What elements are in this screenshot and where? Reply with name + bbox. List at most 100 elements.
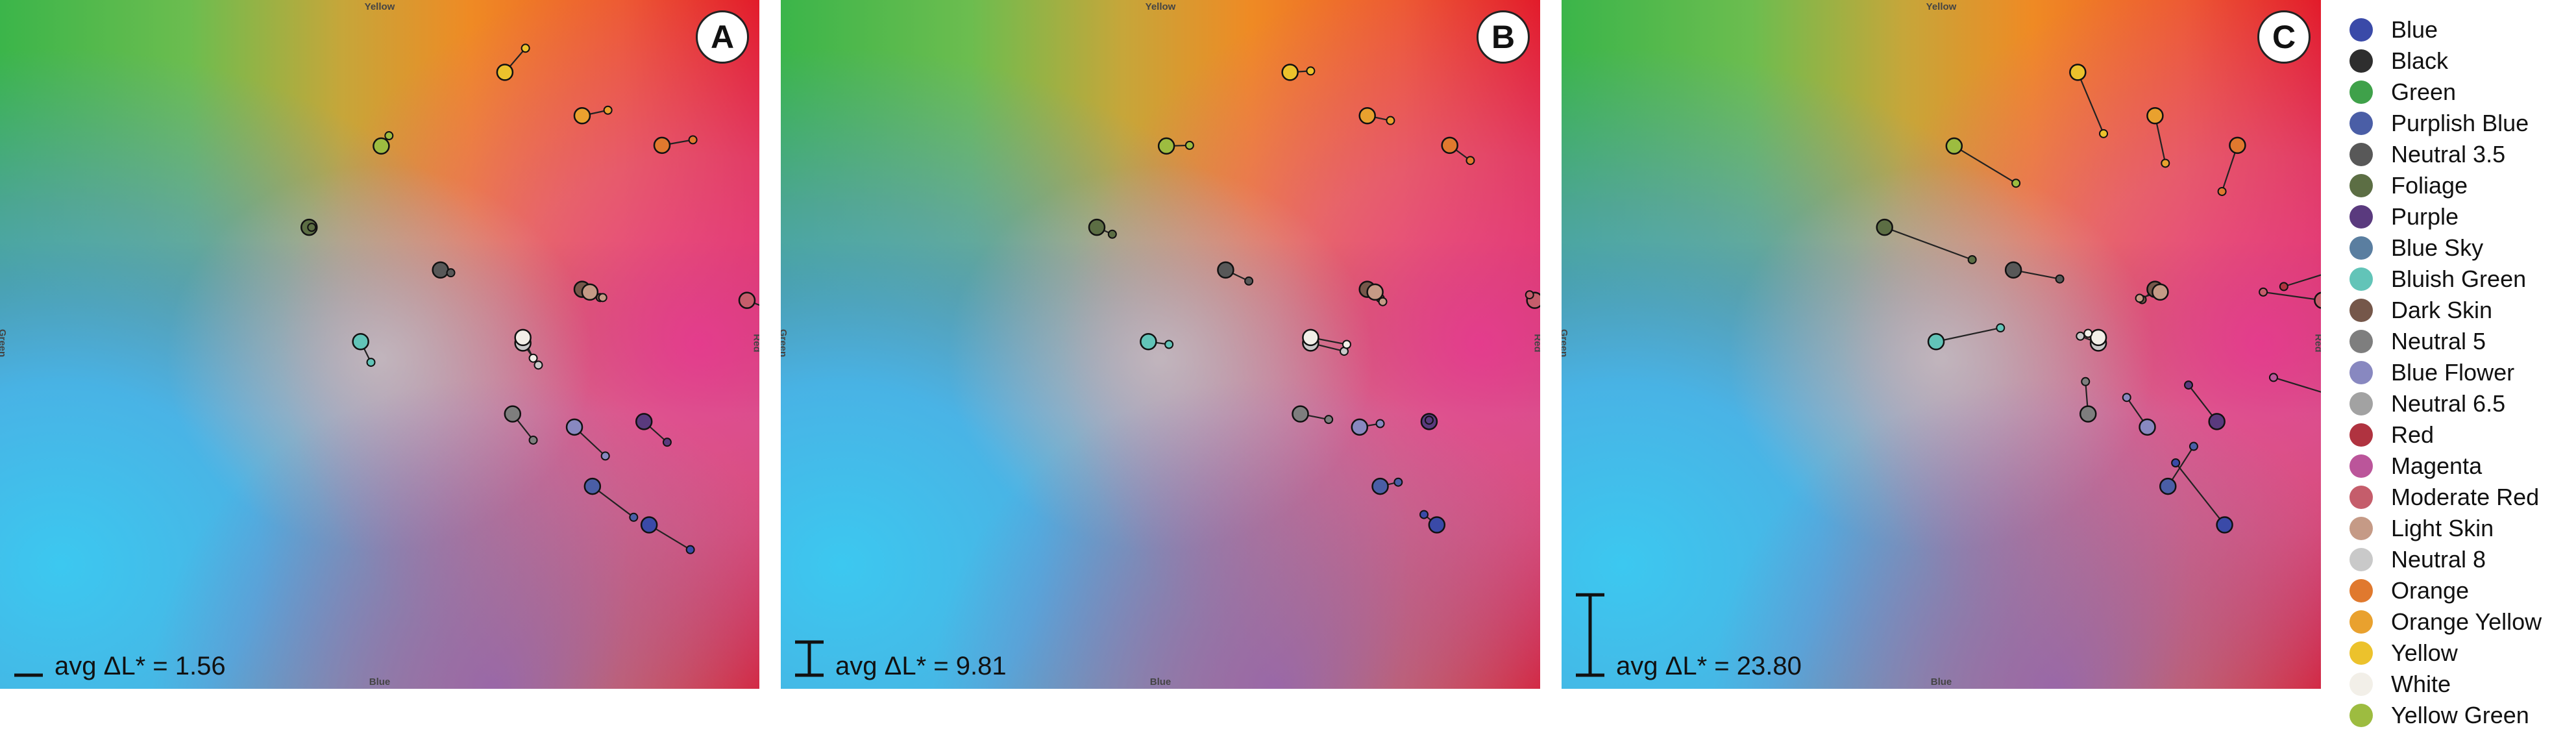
legend-swatch	[2349, 174, 2373, 197]
panel-label: C	[2257, 10, 2311, 64]
dl-scale-bar	[795, 640, 824, 677]
legend-swatch	[2349, 704, 2373, 727]
point-shifted-neutral-3-5	[1244, 276, 1254, 286]
point-reference-blue	[2216, 516, 2233, 534]
point-reference-light-skin	[581, 283, 599, 301]
legend-item-neutral-8: Neutral 8	[2349, 544, 2576, 575]
axis-label-right: Red	[1532, 334, 1540, 353]
point-reference-bluish-green	[1140, 333, 1157, 351]
legend-label: Dark Skin	[2391, 297, 2493, 323]
point-shifted-moderate-red	[1525, 290, 1534, 300]
point-shifted-neutral-3-5	[2055, 274, 2065, 284]
legend-label: Green	[2391, 79, 2457, 105]
point-shifted-blue	[1419, 510, 1429, 519]
legend-item-foliage: Foliage	[2349, 170, 2576, 201]
point-shifted-neutral-5	[1324, 415, 1334, 425]
panel-label: A	[696, 10, 749, 64]
point-shifted-orange	[2217, 186, 2227, 196]
point-shifted-light-skin	[2135, 293, 2144, 303]
point-shifted-yellow	[521, 43, 530, 53]
legend-label: Foliage	[2391, 172, 2468, 199]
point-shifted-blue	[2171, 458, 2181, 467]
point-reference-neutral-3-5	[432, 261, 449, 279]
shift-line-blue	[2175, 462, 2226, 526]
point-shifted-foliage	[1107, 229, 1117, 239]
legend-swatch	[2349, 112, 2373, 135]
point-reference-orange-yellow	[1358, 106, 1376, 125]
point-reference-neutral-3-5	[2004, 261, 2022, 279]
legend-label: Magenta	[2391, 452, 2483, 479]
point-reference-orange-yellow	[2146, 106, 2164, 125]
point-shifted-yellow-green	[2011, 179, 2021, 188]
shift-line-moderate-red	[2263, 291, 2321, 301]
legend-swatch	[2349, 18, 2373, 42]
axis-label-right: Red	[2312, 334, 2321, 353]
point-shifted-white	[1342, 340, 1351, 349]
point-shifted-neutral-5	[528, 435, 538, 445]
legend-item-light-skin: Light Skin	[2349, 513, 2576, 544]
axis-label-top: Yellow	[1926, 1, 1957, 12]
point-reference-neutral-5	[504, 405, 522, 423]
shift-line-bluish-green	[1935, 327, 2001, 343]
legend-item-bluish-green: Bluish Green	[2349, 264, 2576, 295]
point-reference-bluish-green	[352, 333, 369, 351]
point-reference-foliage	[1088, 218, 1106, 236]
legend-label: Neutral 8	[2391, 546, 2486, 573]
point-shifted-magenta	[2268, 373, 2278, 382]
legend-swatch	[2349, 330, 2373, 353]
point-shifted-white	[2083, 328, 2093, 338]
dl-scale-bar	[1576, 593, 1604, 677]
legend-item-purplish-blue: Purplish Blue	[2349, 108, 2576, 139]
point-reference-blue-flower	[565, 418, 583, 436]
legend-item-yellow: Yellow	[2349, 638, 2576, 669]
legend-swatch	[2349, 641, 2373, 665]
panel-c: Yellow Blue Green Red C avg ΔL* = 23.80	[1562, 0, 2321, 689]
point-shifted-neutral-3-5	[446, 268, 456, 278]
point-reference-light-skin	[1366, 283, 1384, 301]
legend-label: Light Skin	[2391, 515, 2494, 541]
point-reference-yellow-green	[373, 137, 390, 155]
legend-swatch	[2349, 236, 2373, 260]
axis-label-bottom: Blue	[369, 676, 391, 688]
legend-item-orange: Orange	[2349, 575, 2576, 606]
legend-item-blue: Blue	[2349, 14, 2576, 45]
legend-swatch	[2349, 423, 2373, 447]
point-shifted-yellow-green	[384, 131, 394, 141]
sample-points	[301, 43, 756, 554]
point-shifted-foliage	[307, 223, 317, 232]
axis-label-top: Yellow	[1145, 1, 1176, 12]
panel-label: B	[1477, 10, 1530, 64]
point-shifted-neutral-5	[2081, 377, 2091, 386]
axis-label-bottom: Blue	[1149, 676, 1171, 688]
point-reference-yellow-green	[1945, 137, 1963, 155]
point-shifted-yellow-green	[1184, 140, 1194, 150]
point-reference-blue	[1428, 516, 1446, 534]
point-reference-blue-flower	[2139, 418, 2156, 436]
point-shifted-bluish-green	[1996, 323, 2006, 333]
point-reference-blue-flower	[1351, 418, 1369, 436]
legend-item-magenta: Magenta	[2349, 451, 2576, 482]
legend-swatch	[2349, 579, 2373, 602]
panel-b-plot	[781, 0, 1540, 689]
panel-b: Yellow Blue Green Red B avg ΔL* = 9.81	[781, 0, 1540, 689]
axis-label-left: Green	[781, 328, 789, 358]
point-shifted-light-skin	[1378, 297, 1388, 306]
point-reference-purplish-blue	[1371, 477, 1389, 495]
point-shifted-bluish-green	[366, 358, 376, 367]
axis-label-right: Red	[751, 334, 759, 353]
legend-label: Neutral 5	[2391, 328, 2486, 354]
point-shifted-orange	[688, 135, 698, 145]
avg-dl-label: avg ΔL* = 1.56	[55, 652, 226, 680]
point-shifted-neutral-8	[534, 360, 543, 370]
point-shifted-orange-yellow	[1386, 116, 1395, 125]
avg-dl-label: avg ΔL* = 23.80	[1616, 652, 1802, 680]
legend-label: Bluish Green	[2391, 266, 2527, 292]
legend-swatch	[2349, 205, 2373, 229]
legend-label: Blue Sky	[2391, 234, 2484, 261]
legend-label: Black	[2391, 47, 2449, 74]
point-reference-bluish-green	[1927, 333, 1945, 351]
legend-item-green: Green	[2349, 77, 2576, 108]
point-shifted-orange-yellow	[2161, 158, 2170, 168]
axis-label-left: Green	[0, 328, 8, 358]
legend-label: White	[2391, 671, 2451, 697]
